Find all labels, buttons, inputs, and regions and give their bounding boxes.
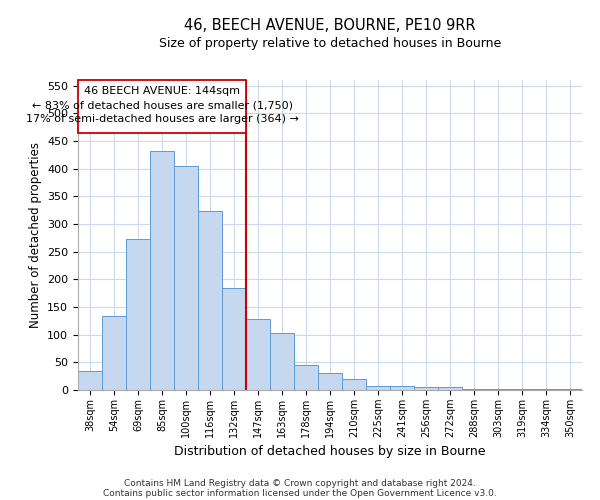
FancyBboxPatch shape [78, 80, 246, 132]
Bar [510, 389, 534, 390]
Text: 46 BEECH AVENUE: 144sqm
← 83% of detached houses are smaller (1,750)
17% of semi: 46 BEECH AVENUE: 144sqm ← 83% of detache… [26, 86, 298, 124]
Text: Size of property relative to detached houses in Bourne: Size of property relative to detached ho… [159, 38, 501, 51]
Bar [102, 316, 126, 390]
Bar [534, 389, 558, 390]
Y-axis label: Number of detached properties: Number of detached properties [29, 142, 41, 328]
Bar [390, 386, 414, 390]
Bar [270, 333, 294, 390]
Text: Contains public sector information licensed under the Open Government Licence v3: Contains public sector information licen… [103, 488, 497, 498]
Bar [486, 389, 510, 390]
Bar [294, 364, 318, 390]
X-axis label: Distribution of detached houses by size in Bourne: Distribution of detached houses by size … [174, 446, 486, 458]
Bar [126, 240, 150, 390]
Bar [366, 386, 390, 390]
Bar [198, 211, 222, 390]
Bar [246, 319, 270, 390]
Text: Contains HM Land Registry data © Crown copyright and database right 2024.: Contains HM Land Registry data © Crown c… [124, 478, 476, 488]
Bar [438, 387, 462, 390]
Bar [414, 387, 438, 390]
Bar [318, 374, 342, 390]
Bar [222, 288, 246, 390]
Bar [342, 379, 366, 390]
Bar [462, 389, 486, 390]
Bar [150, 151, 174, 390]
Bar [78, 370, 102, 390]
Bar [174, 166, 198, 390]
Bar [558, 389, 582, 390]
Text: 46, BEECH AVENUE, BOURNE, PE10 9RR: 46, BEECH AVENUE, BOURNE, PE10 9RR [184, 18, 476, 32]
